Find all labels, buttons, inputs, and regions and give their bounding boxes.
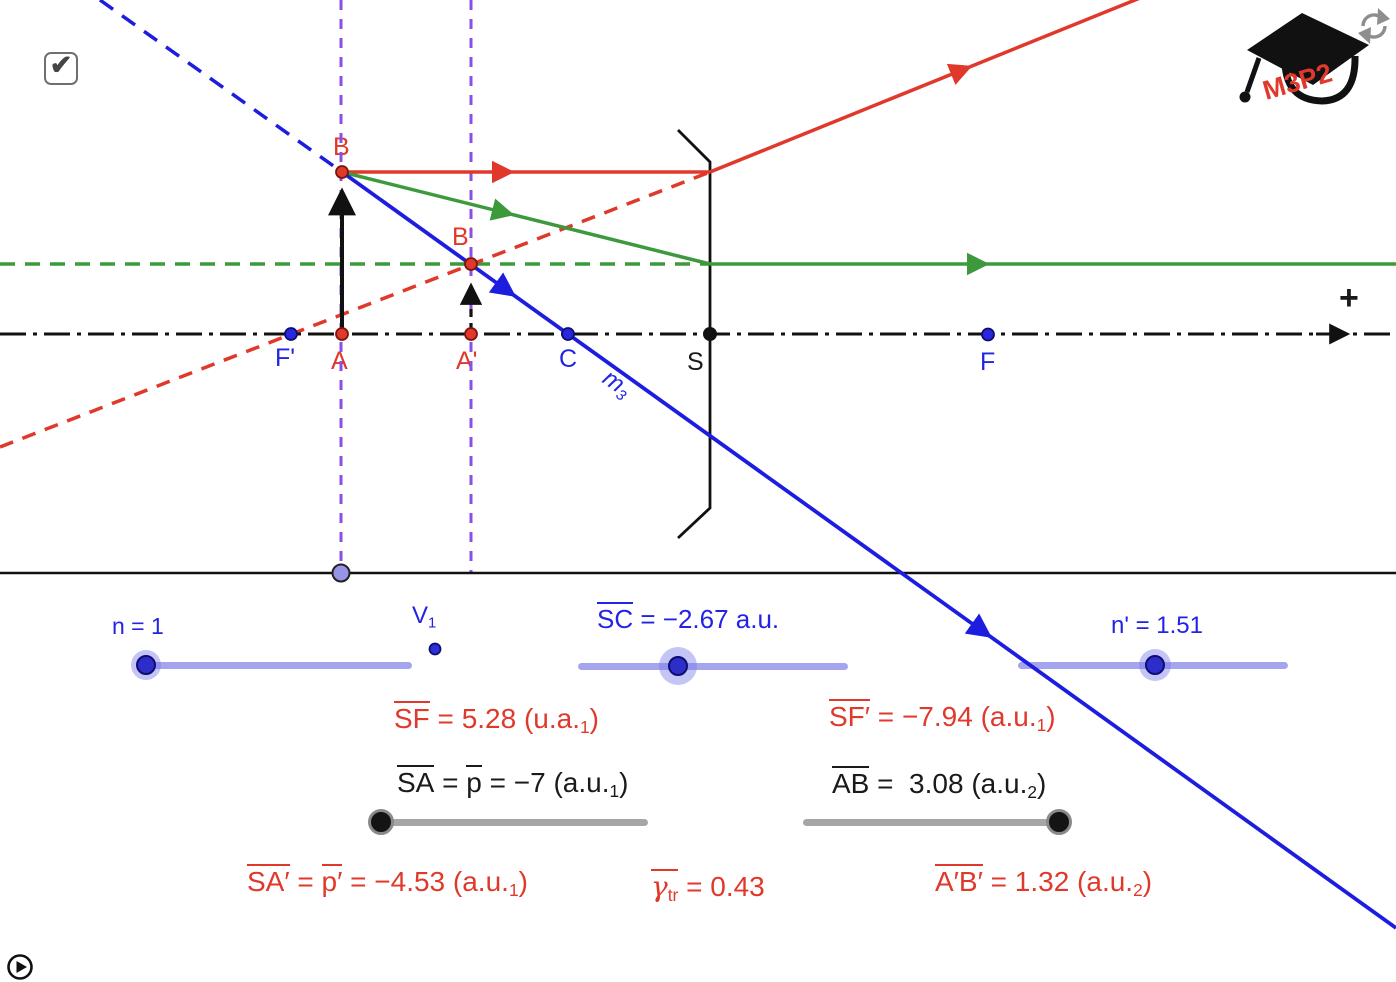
readout-sa-prime: SA′ = p′ = −4.53 (a.u.1) — [247, 864, 528, 901]
point-aprime-label: A' — [456, 347, 478, 375]
readout-ab: AB = 3.08 (a.u.2) — [832, 766, 1047, 803]
slider-ab-track[interactable] — [803, 819, 1062, 826]
red-ray-extension-dashed — [0, 170, 711, 449]
point-bprime-label: B' — [452, 223, 474, 251]
slider-nprime-label: n' = 1.51 — [1111, 612, 1203, 639]
blue-ray-m3 — [340, 170, 517, 297]
point-fprime-label: F' — [275, 344, 296, 372]
point-a — [335, 327, 349, 341]
point-s — [703, 327, 717, 341]
point-v1[interactable] — [428, 642, 442, 656]
point-v1-label: V1 — [412, 602, 437, 632]
play-button[interactable] — [7, 954, 33, 980]
visibility-checkbox[interactable]: ✔ — [44, 50, 78, 85]
point-ground-handle[interactable] — [331, 563, 351, 583]
slider-n-label: n = 1 — [112, 613, 164, 639]
red-ray-refracted-2 — [962, 0, 1140, 72]
logo-tassel — [1244, 57, 1262, 93]
point-f — [981, 327, 995, 342]
blue-ray-extension-dashed — [98, 0, 344, 174]
slider-sc-knob-dot[interactable] — [668, 656, 688, 676]
point-f-prime — [284, 327, 298, 341]
readout-sa: SA = p = −7 (a.u.1) — [397, 765, 629, 802]
slider-sc-label: SC = −2.67 a.u. — [597, 602, 780, 634]
point-c-label: C — [559, 345, 578, 373]
slider-ab-knob[interactable] — [1046, 809, 1072, 835]
slider-nprime-knob-dot[interactable] — [1145, 655, 1165, 675]
slider-sa-track[interactable] — [380, 819, 648, 826]
checkmark-icon: ✔ — [49, 50, 73, 80]
refresh-arrowhead-bottom[interactable] — [1358, 27, 1371, 44]
play-icon[interactable] — [16, 961, 28, 973]
ray-m3-label: m3 — [597, 364, 630, 405]
point-a-prime — [464, 327, 478, 341]
logo-text: M3P2 — [1259, 57, 1335, 105]
slider-nprime-knob[interactable] — [1139, 649, 1171, 681]
slider-n-track[interactable] — [145, 662, 412, 669]
red-ray-refracted — [709, 63, 973, 174]
green-ray-incident — [341, 170, 515, 221]
slider-sc-track[interactable] — [578, 663, 848, 670]
blue-ray-m3-2 — [506, 289, 993, 638]
readout-sf: SF = 5.28 (u.a.1) — [394, 701, 599, 738]
point-a-label: A — [331, 347, 348, 375]
logo-mortarboard — [1247, 13, 1369, 85]
readout-gamma-tr: γtr = 0.43 — [651, 869, 765, 906]
refresh-icon[interactable] — [1358, 8, 1390, 44]
slider-sa-knob[interactable] — [368, 809, 394, 835]
point-b-label: B — [333, 133, 350, 161]
point-s-label: S — [687, 348, 704, 376]
green-ray-incident-2 — [504, 211, 711, 266]
point-c — [561, 327, 575, 341]
readout-sf-prime: SF′ = −7.94 (a.u.1) — [829, 699, 1056, 736]
readout-apbp: A′B′ = 1.32 (a.u.2) — [935, 864, 1153, 901]
point-b-prime — [464, 257, 478, 271]
slider-sc-knob[interactable] — [659, 647, 697, 685]
slider-n-knob-dot[interactable] — [136, 655, 156, 675]
logo-cap-band — [1281, 55, 1359, 105]
positive-direction-label: + — [1339, 279, 1359, 317]
refresh-arrowhead-top[interactable] — [1377, 8, 1390, 25]
point-f-label: F — [980, 348, 996, 376]
logo-graduation-cap: M3P2 — [1239, 13, 1369, 106]
slider-n-knob[interactable] — [131, 650, 161, 680]
refracting-surface — [677, 129, 712, 540]
point-b — [335, 165, 349, 179]
logo-tassel-end — [1239, 91, 1251, 103]
